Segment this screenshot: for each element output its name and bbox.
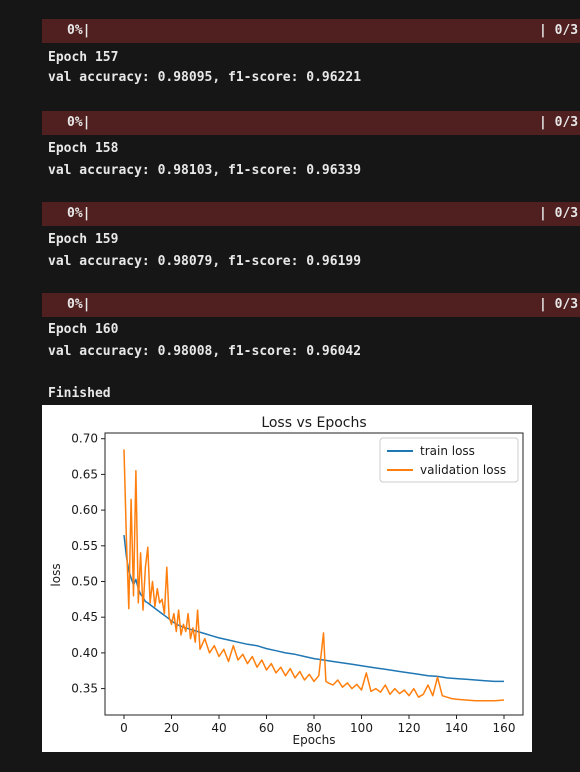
- progress-percent: 0%|: [67, 206, 91, 221]
- epoch-line: Epoch 157: [48, 50, 119, 65]
- x-tick-label: 160: [493, 721, 516, 735]
- y-tick-label: 0.70: [71, 432, 98, 446]
- y-tick-label: 0.55: [71, 539, 98, 553]
- y-tick-label: 0.35: [71, 682, 98, 696]
- legend-box: [379, 437, 519, 483]
- x-tick-label: 40: [211, 721, 226, 735]
- legend: train loss validation loss: [379, 437, 519, 483]
- progress-bar: 0%| | 0/3: [42, 111, 580, 135]
- validation-loss-line: [123, 449, 505, 702]
- legend-train-label: train loss: [420, 444, 475, 458]
- metrics-line: val accuracy: 0.98095, f1-score: 0.96221: [48, 70, 362, 85]
- metrics-line: val accuracy: 0.98008, f1-score: 0.96042: [48, 344, 362, 359]
- y-tick-label: 0.60: [71, 503, 98, 517]
- x-tick-label: 60: [259, 721, 274, 735]
- progress-percent: 0%|: [67, 23, 91, 38]
- finished-line: Finished: [48, 386, 111, 401]
- plot-frame: [104, 432, 524, 716]
- y-axis-label: loss: [49, 563, 63, 586]
- legend-validation-label: validation loss: [420, 463, 506, 477]
- progress-bar: 0%| | 0/3: [42, 19, 580, 43]
- x-axis-label: Epochs: [293, 733, 336, 747]
- loss-plot: Loss vs Epochs Epochs loss 0 20 40 60 80 100 1…: [42, 405, 532, 752]
- epoch-line: Epoch 160: [48, 322, 119, 337]
- progress-count: | 0/3: [539, 115, 579, 130]
- progress-percent: 0%|: [67, 297, 91, 312]
- x-tick-label: 80: [306, 721, 321, 735]
- progress-count: | 0/3: [539, 297, 579, 312]
- x-tick-label: 20: [164, 721, 179, 735]
- progress-bar: 0%| | 0/3: [42, 293, 580, 317]
- y-tick-label: 0.50: [71, 574, 98, 588]
- epoch-line: Epoch 159: [48, 232, 119, 247]
- x-tick-label: 100: [350, 721, 373, 735]
- progress-bar: 0%| | 0/3: [42, 202, 580, 226]
- chart-title: Loss vs Epochs: [261, 415, 366, 431]
- metrics-line: val accuracy: 0.98079, f1-score: 0.96199: [48, 254, 362, 269]
- metrics-line: val accuracy: 0.98103, f1-score: 0.96339: [48, 163, 362, 178]
- y-tick-label: 0.40: [71, 646, 98, 660]
- progress-percent: 0%|: [67, 115, 91, 130]
- y-tick-label: 0.65: [71, 467, 98, 481]
- loss-chart: Loss vs Epochs Epochs loss 0 20 40 60 80 100 1…: [49, 415, 524, 747]
- train-loss-line: [123, 535, 504, 683]
- epoch-line: Epoch 158: [48, 141, 119, 156]
- progress-count: | 0/3: [539, 206, 579, 221]
- y-tick-label: 0.45: [71, 610, 98, 624]
- x-tick-label: 120: [398, 721, 421, 735]
- progress-count: | 0/3: [539, 23, 579, 38]
- x-tick-label: 0: [120, 721, 128, 735]
- x-tick-label: 140: [445, 721, 468, 735]
